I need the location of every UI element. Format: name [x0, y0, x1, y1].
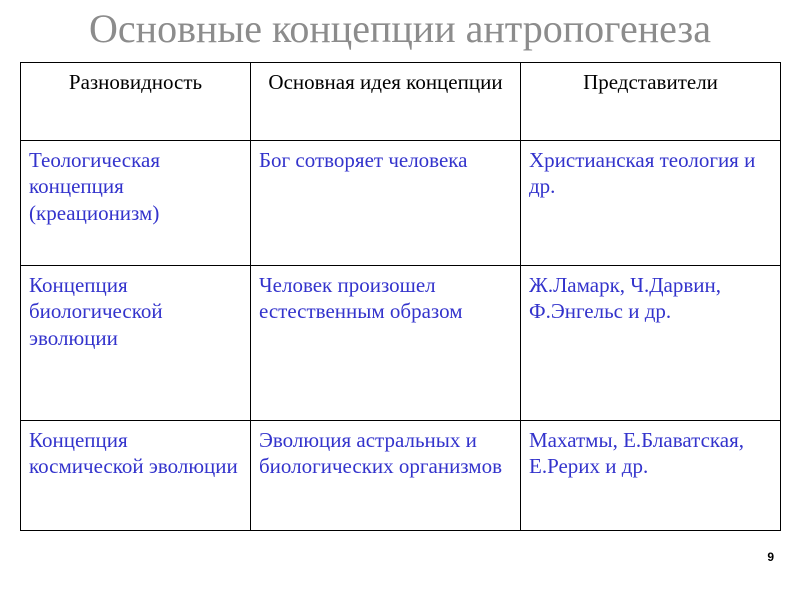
cell-idea: Эволюция астральных и биологических орга… [251, 421, 521, 531]
concepts-table: Разновидность Основная идея концепции Пр… [20, 62, 781, 531]
cell-variety: Теологическая концепция (креационизм) [21, 141, 251, 266]
cell-idea: Человек произошел естественным образом [251, 266, 521, 421]
col-header-idea: Основная идея концепции [251, 63, 521, 141]
slide: Основные концепции антропогенеза Разнови… [0, 6, 800, 600]
col-header-reps: Представители [521, 63, 781, 141]
col-header-variety: Разновидность [21, 63, 251, 141]
page-number: 9 [767, 550, 774, 564]
cell-reps: Христианская теология и др. [521, 141, 781, 266]
cell-reps: Ж.Ламарк, Ч.Дарвин, Ф.Энгельс и др. [521, 266, 781, 421]
cell-reps: Махатмы, Е.Блаватская, Е.Рерих и др. [521, 421, 781, 531]
page-title: Основные концепции антропогенеза [20, 6, 780, 52]
cell-idea: Бог сотворяет человека [251, 141, 521, 266]
table-header-row: Разновидность Основная идея концепции Пр… [21, 63, 781, 141]
table-row: Концепция космической эволюции Эволюция … [21, 421, 781, 531]
cell-variety: Концепция космической эволюции [21, 421, 251, 531]
table-row: Теологическая концепция (креационизм) Бо… [21, 141, 781, 266]
table-row: Концепция биологической эволюции Человек… [21, 266, 781, 421]
cell-variety: Концепция биологической эволюции [21, 266, 251, 421]
